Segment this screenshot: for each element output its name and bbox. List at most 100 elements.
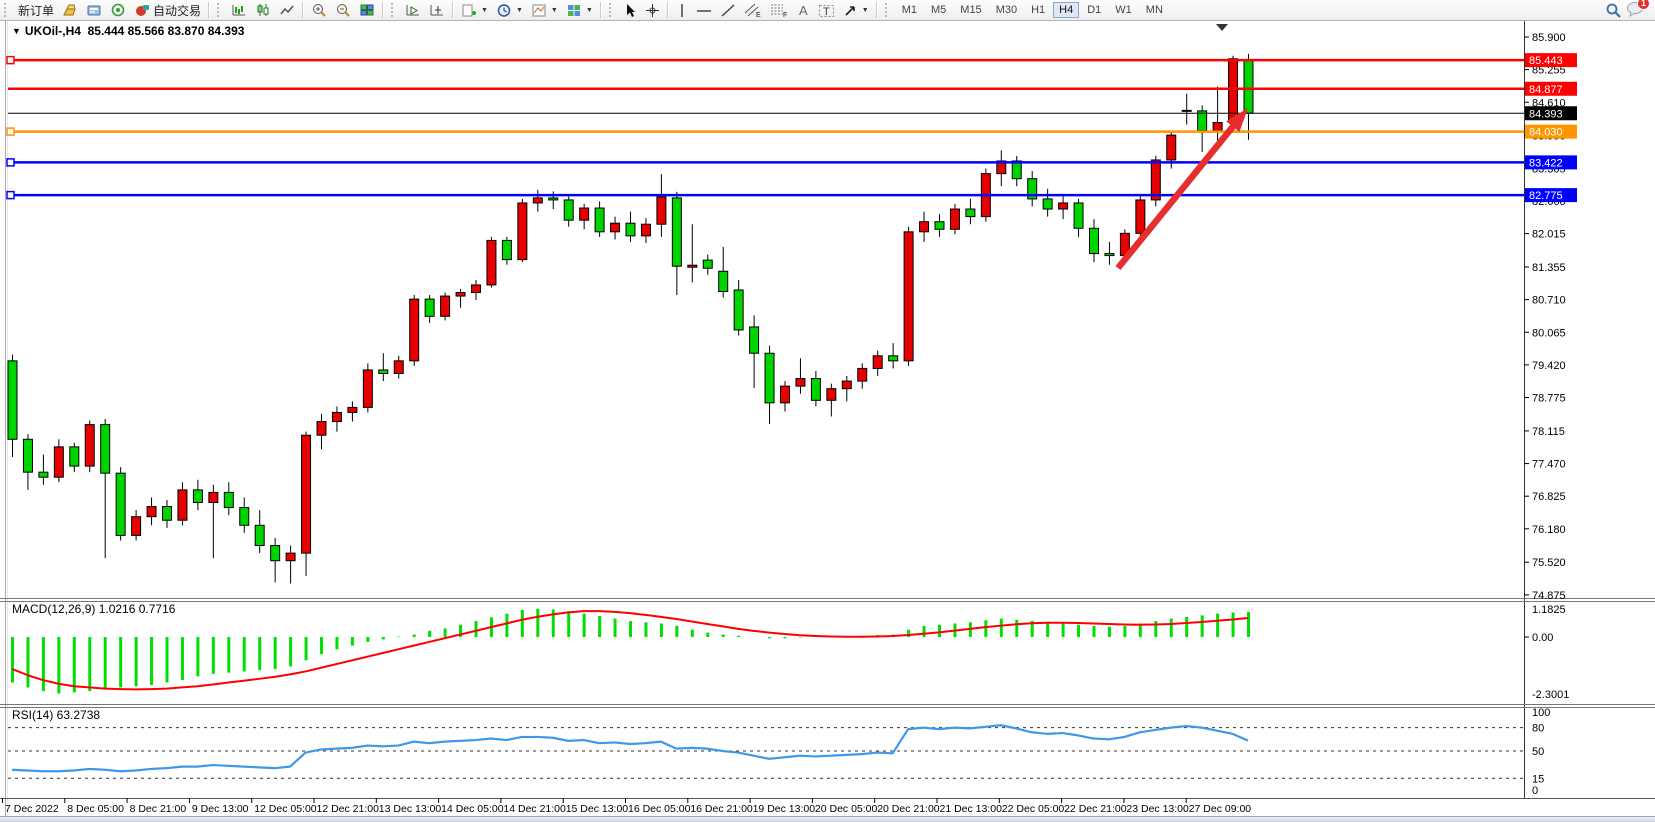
- alerts-icon[interactable]: [106, 0, 130, 20]
- macd-axis-label: -2.3001: [1532, 689, 1569, 701]
- chevron-down-icon: ▼: [861, 6, 869, 14]
- cursor-tool[interactable]: [619, 0, 641, 20]
- gold-ingot-icon[interactable]: [58, 0, 82, 20]
- bull-candle: [857, 367, 868, 382]
- indicators-button[interactable]: ▼: [457, 0, 492, 20]
- time-tick-label: 13 Dec 13:00: [379, 803, 442, 815]
- new-order-button[interactable]: 新订单: [14, 0, 58, 20]
- svg-text:A: A: [799, 3, 808, 18]
- time-tick-label: 22 Dec 05:00: [1002, 803, 1065, 815]
- bear-candle: [270, 545, 281, 562]
- price-line-badge-label: 84.393: [1529, 108, 1563, 120]
- chart-shift-icon[interactable]: [425, 0, 449, 20]
- time-tick-label: 12 Dec 21:00: [317, 803, 380, 815]
- time-tick-label: 14 Dec 21:00: [503, 803, 566, 815]
- bear-candle: [671, 197, 682, 267]
- tab-timeframe-m5[interactable]: M5: [931, 4, 947, 16]
- channel-tool[interactable]: E: [740, 0, 766, 20]
- clock-icon: [497, 3, 511, 17]
- notifications-button[interactable]: 1: [1626, 0, 1650, 20]
- bear-candle: [1197, 110, 1208, 132]
- status-bar: [0, 816, 1655, 822]
- crosshair-tool[interactable]: [641, 0, 664, 20]
- bull-candle: [532, 197, 543, 204]
- bear-candle: [115, 472, 126, 536]
- autotrading-icon: [136, 5, 150, 16]
- trendline-tool[interactable]: [716, 0, 740, 20]
- bull-candle: [826, 388, 837, 401]
- horizontal-line-tool[interactable]: [692, 0, 716, 20]
- chart-background: [0, 20, 1655, 821]
- hline-anchor-handle[interactable]: [6, 55, 15, 65]
- time-tick-label: 22 Dec 21:00: [1064, 803, 1127, 815]
- bull-candle: [331, 411, 342, 423]
- hline-anchor-handle[interactable]: [6, 190, 15, 200]
- bear-candle: [965, 208, 976, 218]
- templates-button[interactable]: ▼: [527, 0, 562, 20]
- tab-timeframe-m30[interactable]: M30: [995, 4, 1018, 16]
- line-chart-icon[interactable]: [275, 0, 299, 20]
- bar-chart-icon[interactable]: [227, 0, 251, 20]
- bull-candle: [903, 231, 914, 362]
- bear-candle: [625, 222, 636, 237]
- bear-candle: [1104, 253, 1115, 257]
- bear-candle: [934, 221, 945, 230]
- chart-shift-marker[interactable]: [1216, 24, 1228, 31]
- bull-candle: [409, 298, 420, 362]
- profiles-button[interactable]: ▼: [562, 0, 597, 20]
- search-icon[interactable]: [1601, 0, 1626, 20]
- chevron-down-icon: ▼: [585, 6, 593, 14]
- price-tick-label: 80.710: [1532, 295, 1566, 307]
- bear-candle: [38, 471, 49, 478]
- template-icon: [532, 4, 546, 16]
- tab-timeframe-mn[interactable]: MN: [1145, 4, 1163, 16]
- time-tick-label: 9 Dec 13:00: [192, 803, 249, 815]
- rsi-axis-label: 50: [1532, 746, 1544, 758]
- bull-candle: [1058, 202, 1069, 210]
- tab-timeframe-w1[interactable]: W1: [1115, 4, 1132, 16]
- data-window-icon[interactable]: [82, 0, 106, 20]
- time-tick-label: 20 Dec 05:00: [815, 803, 878, 815]
- arrow-object-head[interactable]: [1226, 108, 1248, 132]
- autotrading-button[interactable]: 自动交易: [130, 0, 205, 20]
- arrow-object-shaft[interactable]: [1115, 119, 1240, 271]
- price-line-badge: [1525, 124, 1577, 139]
- tab-timeframe-m15[interactable]: M15: [960, 4, 982, 16]
- price-line-badge: [1525, 81, 1577, 96]
- tab-timeframe-h4[interactable]: H4: [1053, 2, 1080, 18]
- price-tick-label: 79.420: [1532, 360, 1566, 372]
- periods-button[interactable]: ▼: [492, 0, 527, 20]
- price-line-badge: [1525, 53, 1577, 68]
- zoom-out-icon[interactable]: [331, 0, 355, 20]
- hline-anchor-handle[interactable]: [6, 127, 15, 136]
- vertical-line-tool[interactable]: [672, 0, 692, 20]
- candlestick-chart-icon[interactable]: [251, 0, 275, 20]
- notification-count-badge: 1: [1636, 0, 1650, 10]
- tab-timeframe-h1[interactable]: H1: [1031, 4, 1046, 16]
- arrows-tool[interactable]: ▼: [839, 0, 873, 20]
- toolbar-grip: [4, 3, 11, 17]
- auto-scroll-icon[interactable]: [401, 0, 425, 20]
- bull-candle: [656, 196, 667, 225]
- bull-candle: [285, 552, 296, 562]
- text-tool[interactable]: A: [792, 0, 814, 20]
- bull-candle: [471, 284, 481, 294]
- bull-candle: [640, 223, 651, 237]
- price-tick-label: 85.255: [1532, 65, 1566, 77]
- tile-windows-icon[interactable]: [355, 0, 379, 20]
- svg-text:T: T: [823, 6, 830, 18]
- price-tick-label: 80.065: [1532, 327, 1566, 339]
- bear-candle: [239, 507, 250, 526]
- bear-candle: [424, 298, 435, 317]
- bull-candle: [996, 160, 1007, 175]
- zoom-in-icon[interactable]: [307, 0, 331, 20]
- hline-anchor-handle[interactable]: [6, 158, 15, 167]
- time-tick-label: 23 Dec 13:00: [1126, 803, 1189, 815]
- bull-candle: [517, 202, 528, 261]
- tab-timeframe-m1[interactable]: M1: [901, 4, 917, 16]
- fibonacci-tool[interactable]: F: [766, 0, 792, 20]
- text-label-tool[interactable]: T: [814, 0, 839, 20]
- tab-timeframe-d1[interactable]: D1: [1087, 4, 1102, 16]
